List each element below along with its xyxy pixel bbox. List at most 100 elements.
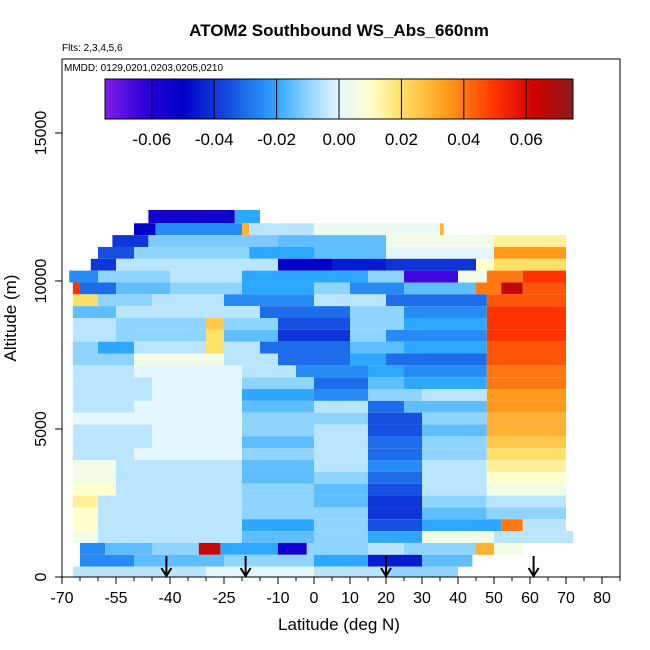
x-tick-label: 50: [485, 590, 503, 607]
heatmap-cell: [386, 353, 487, 366]
heatmap-cell: [116, 460, 242, 472]
heatmap-cell: [72, 341, 98, 354]
heatmap-cell: [422, 448, 487, 461]
heatmap-cell: [422, 471, 487, 484]
heatmap-cell: [72, 471, 116, 484]
heatmap-cell: [80, 542, 106, 555]
heatmap-cell: [134, 448, 242, 461]
x-tick-label: 0: [310, 590, 319, 607]
heatmap-cell: [314, 424, 368, 437]
x-tick-label: 40: [449, 590, 467, 607]
arrow-head: [527, 567, 540, 578]
heatmap-cell: [278, 353, 350, 366]
heatmap-cell: [458, 270, 487, 283]
heatmap-cell: [134, 400, 242, 413]
heatmap-cell: [242, 389, 314, 401]
heatmap-cell: [486, 270, 523, 283]
heatmap-cell: [486, 400, 566, 413]
heatmap-cell: [422, 389, 487, 401]
heatmap-cell: [116, 471, 242, 484]
x-axis-label: Latitude (deg N): [278, 615, 400, 634]
heatmap-cell: [72, 306, 116, 318]
heatmap-cell: [134, 341, 206, 354]
heatmap-cell: [368, 400, 404, 413]
heatmap-cell: [72, 412, 134, 425]
heatmap-cell: [422, 460, 487, 472]
heatmap-cell: [224, 554, 314, 567]
y-axis: 0 5000 10000 15000: [33, 111, 62, 581]
heatmap-cell: [98, 507, 242, 520]
heatmap-cell: [314, 507, 368, 520]
heatmap-cell: [368, 424, 422, 437]
heatmap-cell: [368, 483, 422, 496]
heatmap-cell: [422, 412, 487, 425]
heatmap-cell: [134, 365, 242, 378]
colorbar-tick-label: 0.04: [447, 130, 480, 149]
x-tick-label: -40: [158, 590, 181, 607]
heatmap-cell: [350, 341, 404, 354]
heatmap-cell: [386, 258, 476, 271]
heatmap-cell: [112, 235, 149, 247]
heatmap-cell: [314, 246, 386, 259]
heatmap-cell: [152, 294, 224, 307]
dates-note: MMDD: 0129,0201,0203,0205,0210: [64, 63, 223, 74]
plot-frame: [61, 58, 621, 578]
heatmap-cell: [260, 306, 350, 318]
heatmap-cell: [386, 329, 487, 342]
heatmap-cell: [486, 377, 566, 390]
colorbar-tick-label: -0.02: [257, 130, 296, 149]
heatmap-cell: [170, 282, 242, 295]
x-axis: -70 -55 -40 -25 -10 0 10 20 30 40 50 60 70 80: [50, 577, 621, 607]
heatmap-cell: [69, 270, 98, 283]
heatmap-cell: [404, 318, 487, 330]
heatmap-cell: [224, 341, 260, 354]
heatmap-cell: [72, 495, 98, 508]
heatmap-cell: [242, 400, 314, 413]
heatmap-cell: [72, 282, 80, 295]
heatmap-cell: [242, 365, 296, 378]
heatmap-cell: [386, 294, 487, 307]
heatmap-cell: [314, 294, 386, 307]
heatmap-cell: [72, 365, 134, 378]
heatmap-cell: [368, 412, 422, 425]
heatmap-cell: [80, 554, 134, 567]
heatmap-cell: [72, 531, 98, 543]
heatmap-cell: [314, 483, 368, 496]
x-tick-label: 20: [377, 590, 395, 607]
heatmap-cell: [314, 223, 440, 236]
heatmap-cell: [486, 483, 566, 496]
colorbar-tick-label: 0.06: [510, 130, 543, 149]
x-tick-label: 70: [557, 590, 575, 607]
heatmap-cell: [249, 246, 314, 259]
heatmap-cell: [350, 318, 404, 330]
heatmap-cell: [72, 507, 98, 520]
heatmap-cell: [486, 306, 566, 318]
heatmap-cell: [234, 209, 260, 224]
heatmap-cell: [368, 377, 404, 390]
heatmap-cell: [242, 223, 250, 236]
heatmap-cell: [404, 270, 458, 283]
heatmap-cell: [242, 519, 314, 532]
heatmap-cell: [368, 519, 422, 532]
heatmap-cell: [242, 412, 314, 425]
heatmap-cell: [314, 554, 368, 567]
heatmap-cell: [105, 542, 152, 555]
heatmap-cell: [476, 542, 494, 555]
heatmap-cell: [314, 377, 368, 390]
heatmap-cell: [494, 542, 523, 555]
heatmap-cell: [486, 389, 566, 401]
heatmap-cell: [404, 400, 487, 413]
heatmap-cell: [116, 258, 278, 271]
heatmap-cell: [278, 318, 350, 330]
x-tick-label: -55: [104, 590, 127, 607]
heatmap-cell: [306, 542, 368, 555]
heatmap-cell: [72, 377, 152, 390]
flights-note: Flts: 2,3,4,5,6: [62, 43, 123, 54]
heatmap-cell: [224, 318, 278, 330]
heatmap-cell: [116, 282, 170, 295]
heatmap-cell: [494, 235, 566, 247]
heatmap-cell: [404, 542, 476, 555]
heatmap-cell: [206, 341, 224, 354]
heatmap-cell: [296, 365, 368, 378]
heatmap-cell: [98, 341, 134, 354]
